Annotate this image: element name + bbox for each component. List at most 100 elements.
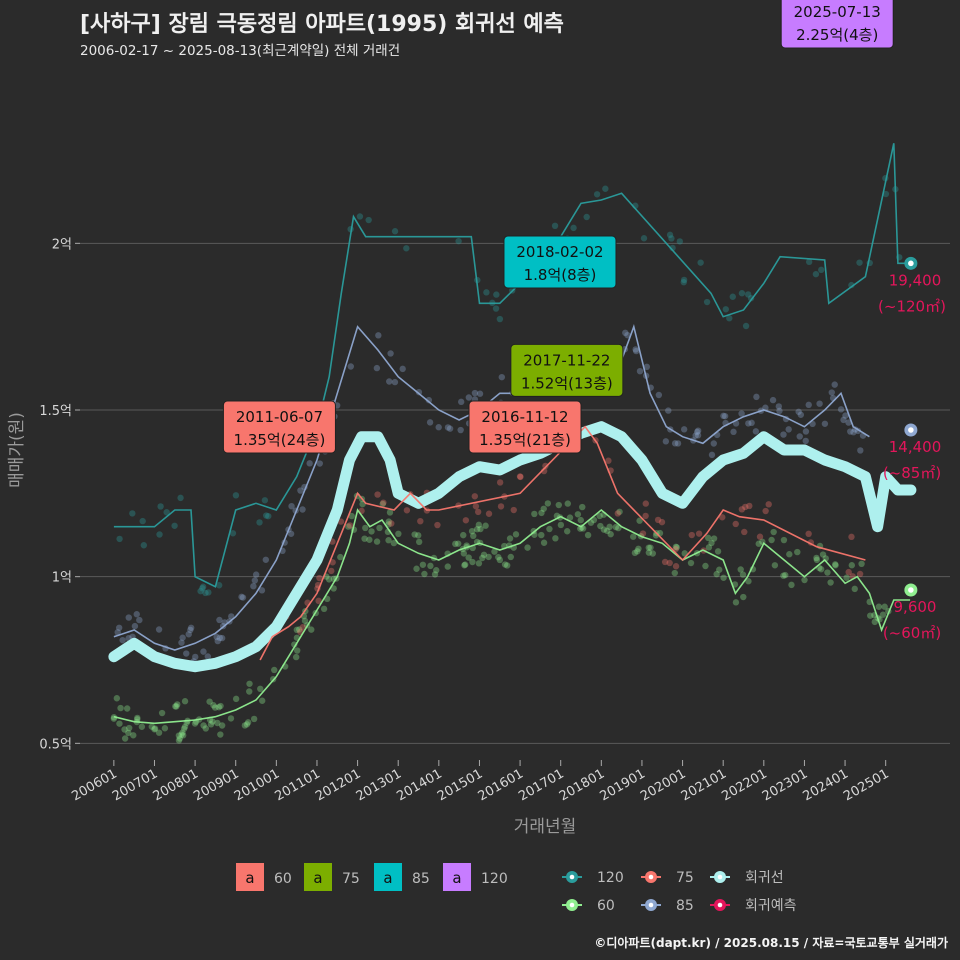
scatter-point bbox=[583, 213, 590, 221]
scatter-point bbox=[210, 702, 217, 709]
scatter-point bbox=[612, 523, 620, 531]
callout-box bbox=[503, 235, 617, 289]
legend-key-glyph: a bbox=[383, 869, 392, 887]
scatter-point bbox=[745, 578, 752, 585]
scatter-point bbox=[745, 420, 752, 427]
scatter-point bbox=[251, 577, 259, 584]
scatter-point bbox=[376, 524, 383, 532]
end-markers: 9,600 (~60㎡) 14,400 (~85㎡) 19,400 (~120㎡) bbox=[878, 256, 946, 642]
scatter-point bbox=[110, 715, 118, 722]
scatter-point bbox=[705, 544, 713, 551]
scatter-point bbox=[446, 425, 454, 432]
scatter-point bbox=[347, 363, 355, 370]
scatter-point bbox=[579, 503, 586, 511]
scatter-point bbox=[516, 473, 524, 480]
scatter-point bbox=[158, 709, 166, 717]
scatter-point bbox=[668, 235, 675, 242]
scatter-point bbox=[642, 512, 649, 520]
scatter-point bbox=[215, 582, 223, 589]
scatter-point bbox=[148, 723, 155, 730]
scatter-point bbox=[257, 685, 264, 693]
scatter-point bbox=[373, 364, 381, 372]
scatter-point bbox=[246, 680, 253, 687]
scatter-point bbox=[720, 574, 727, 581]
scatter-point bbox=[202, 725, 209, 732]
scatter-point bbox=[708, 451, 716, 459]
scatter-point bbox=[419, 561, 427, 568]
scatter-point bbox=[564, 528, 571, 535]
scatter-point bbox=[649, 550, 657, 557]
scatter-point bbox=[179, 729, 186, 736]
scatter-point bbox=[316, 460, 323, 467]
scatter-point bbox=[123, 705, 131, 712]
series-line-75 bbox=[259, 425, 866, 661]
scatter-point bbox=[163, 509, 170, 516]
scatter-point bbox=[753, 393, 760, 401]
scatter-point bbox=[819, 551, 827, 558]
scatter-point bbox=[473, 526, 481, 533]
scatter-point bbox=[213, 633, 220, 641]
scatter-point bbox=[739, 571, 747, 578]
scatter-point bbox=[205, 589, 212, 596]
scatter-point bbox=[308, 626, 315, 633]
scatter-point bbox=[375, 332, 382, 339]
scatter-point bbox=[713, 570, 720, 578]
end-marker-dot-60 bbox=[908, 587, 914, 593]
scatter-point bbox=[256, 519, 263, 526]
scatter-point bbox=[191, 720, 199, 727]
scatter-point bbox=[139, 517, 146, 525]
x-tick-label: 201001 bbox=[232, 766, 282, 804]
scatter-point bbox=[858, 560, 865, 568]
scatter-point bbox=[239, 594, 247, 601]
scatter-point bbox=[216, 634, 223, 642]
scatter-point bbox=[293, 626, 301, 634]
scatter-point bbox=[680, 279, 687, 286]
scatter-point bbox=[151, 725, 159, 732]
scatter-point bbox=[742, 322, 750, 330]
scatter-point bbox=[178, 731, 185, 738]
scatter-point bbox=[531, 510, 538, 518]
scatter-point bbox=[217, 731, 224, 738]
scatter-point bbox=[263, 512, 270, 519]
end-label-area: (~60㎡) bbox=[883, 624, 941, 642]
scatter-point bbox=[642, 500, 649, 507]
scatter-point bbox=[465, 554, 472, 561]
scatter-point bbox=[181, 698, 189, 705]
scatter-point bbox=[697, 259, 704, 266]
scatter-point bbox=[125, 614, 132, 621]
scatter-point bbox=[694, 427, 702, 434]
legend-key-label: 60 bbox=[274, 871, 292, 887]
scatter-point bbox=[768, 536, 775, 544]
scatter-point bbox=[172, 703, 179, 710]
scatter-point bbox=[546, 525, 553, 533]
scatter-point bbox=[655, 391, 663, 399]
x-tick-label: 201301 bbox=[354, 766, 404, 804]
scatter-point bbox=[265, 512, 272, 520]
scatter-point bbox=[197, 587, 204, 595]
credit-text: ©디아파트(dapt.kr) / 2025.08.15 / 자료=국토교통부 실… bbox=[594, 936, 948, 950]
legend-line-label: 회귀예측 bbox=[745, 898, 797, 914]
scatter-point bbox=[510, 506, 517, 514]
scatter-point bbox=[427, 562, 434, 570]
scatter-point bbox=[857, 447, 864, 454]
scatter-point bbox=[328, 567, 335, 575]
scatter-point bbox=[847, 428, 854, 435]
scatter-point bbox=[703, 298, 711, 306]
scatter-point bbox=[365, 216, 372, 224]
scatter-point bbox=[480, 551, 488, 558]
scatter-point bbox=[517, 473, 524, 481]
scatter-point bbox=[136, 616, 143, 624]
scatter-point bbox=[797, 411, 805, 418]
scatter-point bbox=[630, 533, 637, 540]
scatter-point bbox=[540, 505, 547, 512]
scatter-point bbox=[738, 506, 746, 513]
scatter-point bbox=[115, 624, 123, 631]
scatter-point bbox=[299, 506, 306, 513]
scatter-point bbox=[325, 576, 333, 583]
scatter-point bbox=[574, 511, 582, 518]
scatter-point bbox=[138, 723, 146, 730]
x-tick-label: 200801 bbox=[151, 766, 201, 804]
scatter-point bbox=[444, 563, 451, 570]
scatter-point bbox=[316, 574, 323, 582]
scatter-point bbox=[485, 510, 493, 517]
